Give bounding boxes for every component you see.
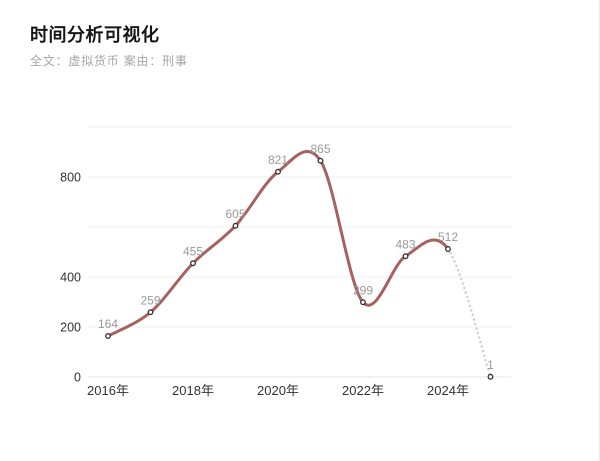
- data-point-label: 512: [438, 230, 458, 244]
- page-title: 时间分析可视化: [30, 25, 160, 45]
- data-point-marker: [275, 168, 281, 175]
- x-axis-tick-label: 2024年: [427, 383, 469, 398]
- data-point-marker: [487, 373, 494, 380]
- line-series: [106, 150, 450, 338]
- data-point-marker: [402, 253, 409, 260]
- data-point-marker: [190, 260, 196, 267]
- y-axis-tick-label: 400: [60, 271, 81, 285]
- forecast-dotted-line: [446, 247, 492, 378]
- data-point-marker: [147, 309, 154, 316]
- data-point-marker: [105, 333, 111, 339]
- y-axis-tick-label: 0: [74, 371, 81, 385]
- data-point-label: 821: [268, 153, 288, 167]
- x-axis-tick-label: 2022年: [342, 383, 384, 398]
- y-axis-tick-label: 200: [60, 321, 81, 335]
- x-axis-tick-label: 2016年: [87, 383, 129, 398]
- y-axis-tick-label: 800: [60, 171, 81, 185]
- data-point-label: 455: [183, 244, 203, 258]
- data-point-label: 164: [98, 317, 118, 331]
- x-axis-tick-label: 2020年: [257, 383, 299, 398]
- x-axis-tick-label: 2018年: [172, 383, 214, 398]
- data-point-label: 605: [225, 207, 245, 221]
- data-point-label: 1: [487, 358, 494, 372]
- data-point-label: 483: [395, 237, 415, 251]
- chart-filter-subtitle: 全文：虚拟货币 案由：刑事: [30, 54, 188, 68]
- data-point-marker: [445, 246, 451, 252]
- data-point-label: 259: [140, 293, 160, 307]
- data-point-marker: [317, 157, 324, 164]
- data-point-marker: [232, 222, 239, 229]
- data-point-marker: [360, 299, 366, 306]
- data-point-label: 299: [353, 283, 373, 297]
- data-point-label: 865: [310, 142, 330, 156]
